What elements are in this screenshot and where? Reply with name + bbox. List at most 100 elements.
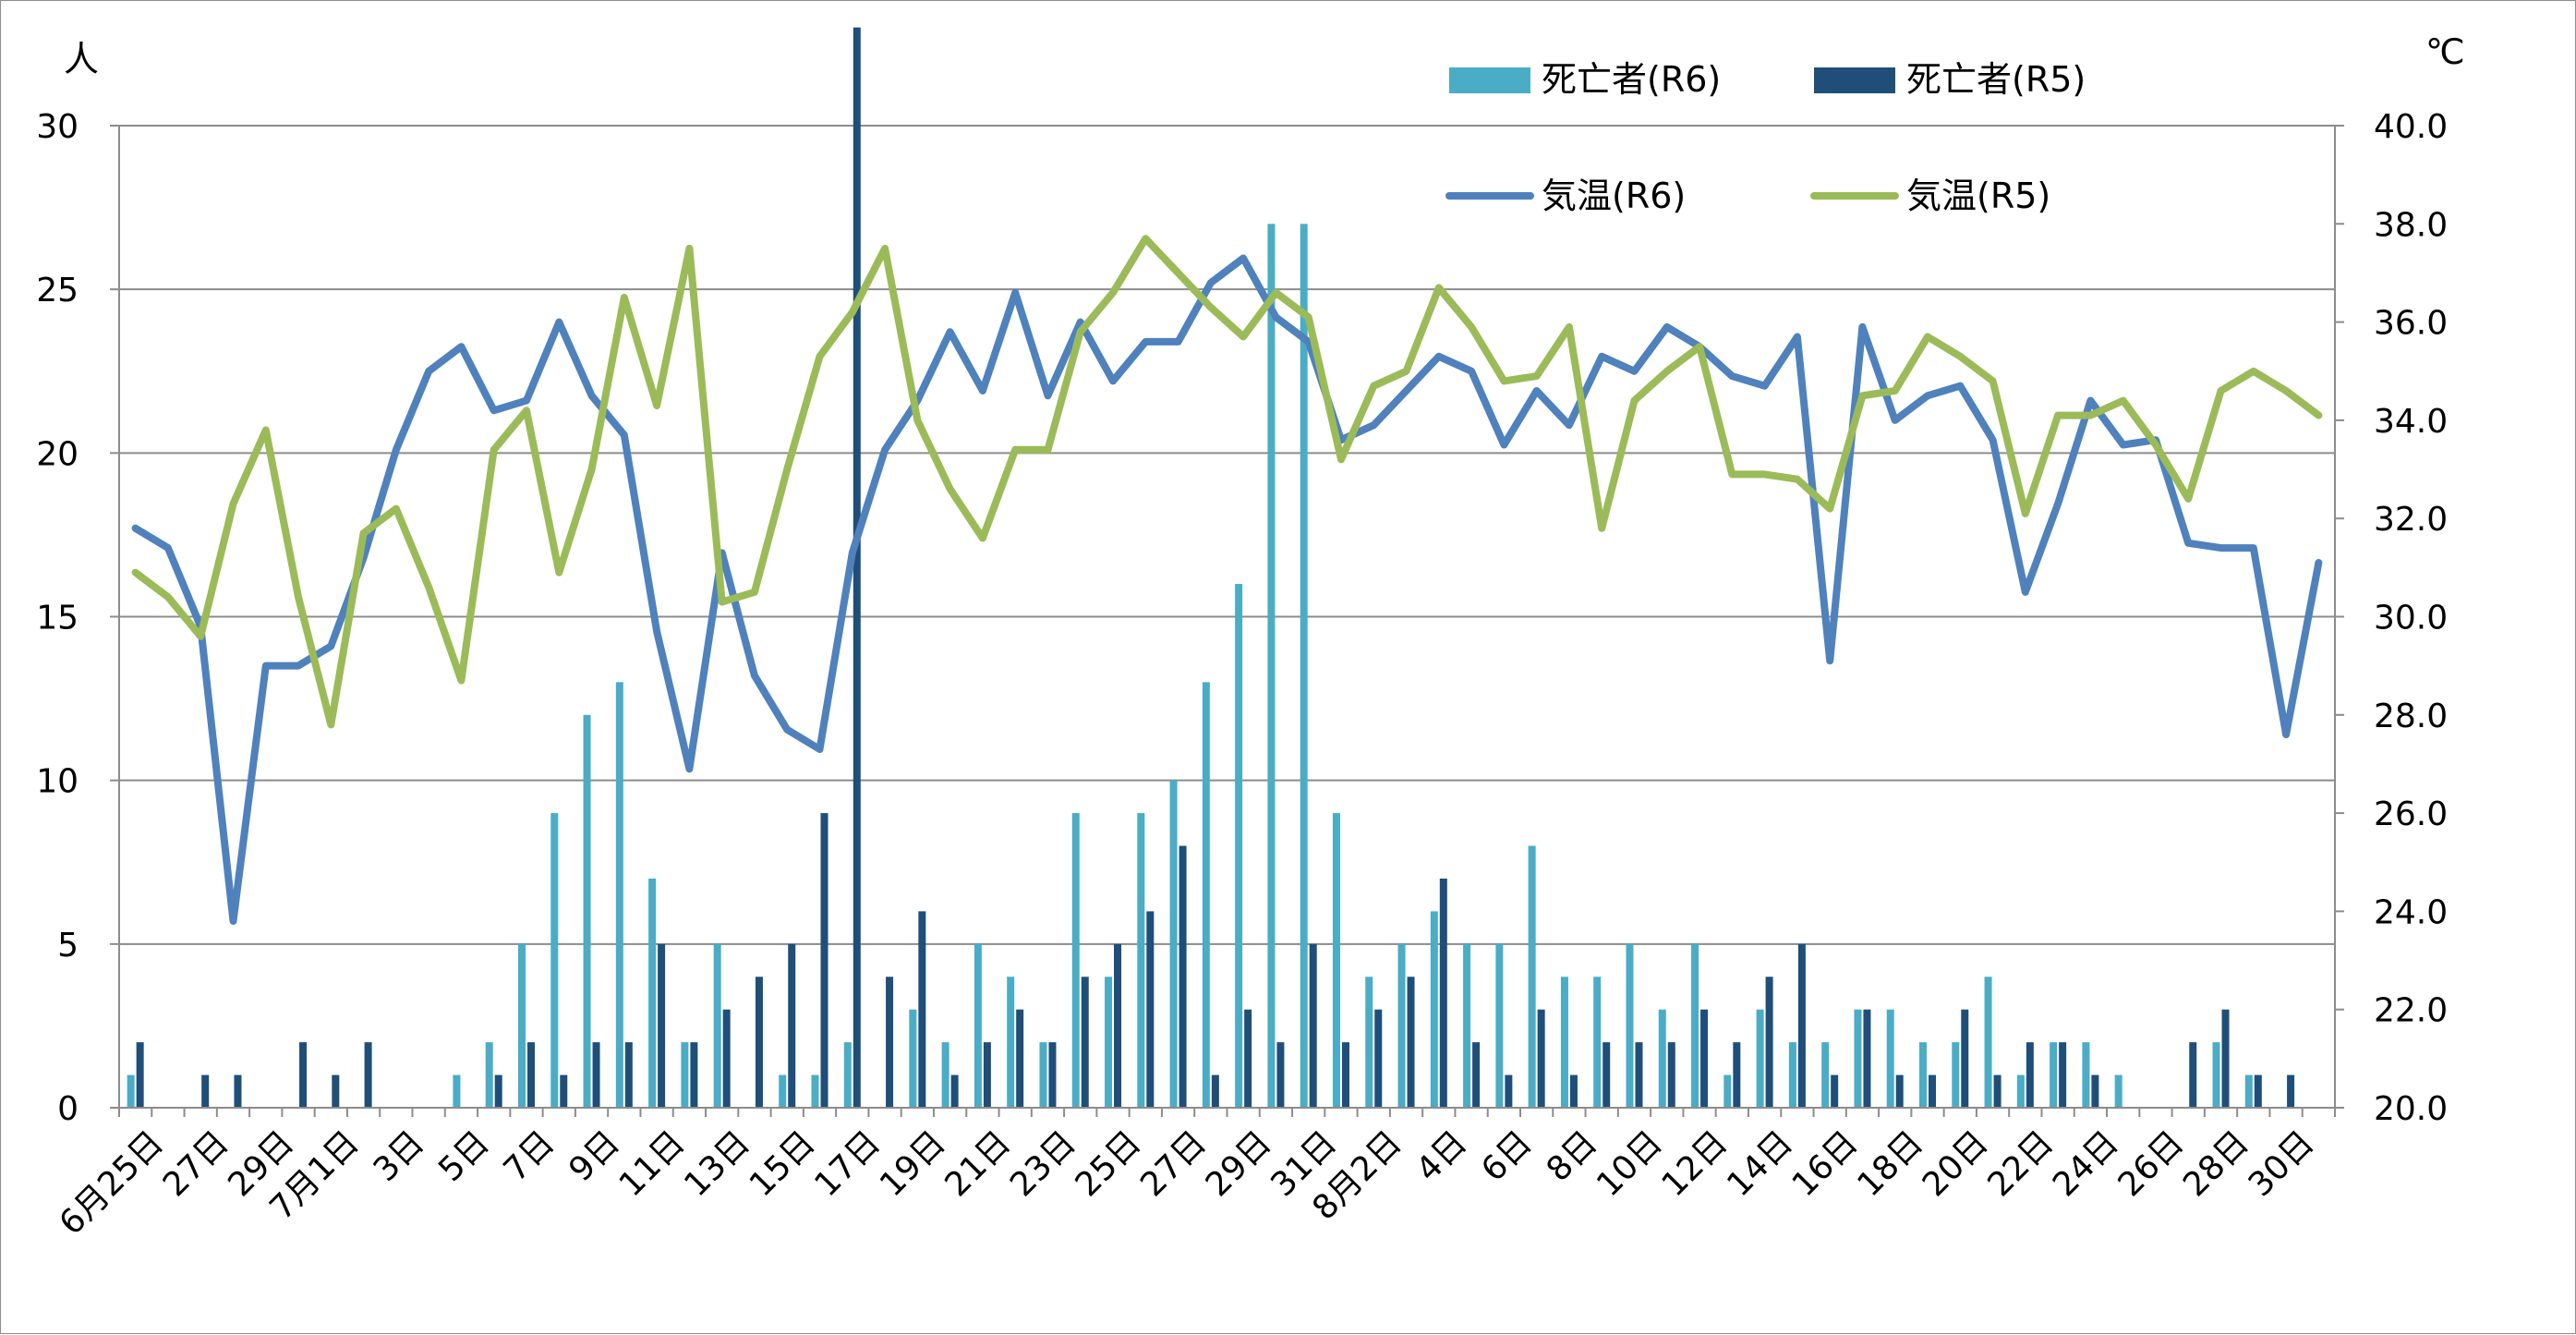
- bar-deaths-r6: [1984, 977, 1992, 1108]
- bar-deaths-r5: [918, 911, 926, 1108]
- bar-deaths-r6: [1756, 1009, 1764, 1108]
- x-tick-label: 21日: [938, 1123, 1019, 1204]
- x-tick-label: 3日: [367, 1123, 432, 1189]
- left-tick-label: 30: [36, 108, 79, 146]
- bar-layer: [127, 27, 2295, 1109]
- bar-deaths-r6: [1300, 224, 1308, 1109]
- x-tick-label: 30日: [2242, 1123, 2322, 1204]
- bar-deaths-r6: [843, 1042, 852, 1108]
- bar-deaths-r5: [592, 1042, 600, 1108]
- x-tick-label: 13日: [677, 1123, 757, 1204]
- bar-deaths-r5: [1929, 1074, 1937, 1108]
- x-tick-label: 27日: [156, 1123, 236, 1204]
- bar-deaths-r6: [648, 878, 657, 1108]
- legend: 死亡者(R6) 死亡者(R5) 気温(R6) 気温(R5): [1445, 59, 2086, 216]
- x-tick-label: 23日: [1003, 1123, 1083, 1204]
- bar-deaths-r5: [1114, 943, 1122, 1108]
- bar-deaths-r6: [1919, 1042, 1928, 1108]
- bar-deaths-r6: [811, 1074, 819, 1108]
- bar-deaths-r5: [1407, 977, 1415, 1108]
- right-tick-label: 24.0: [2374, 893, 2448, 931]
- bar-deaths-r5: [788, 943, 796, 1108]
- axes: [110, 125, 2344, 1117]
- left-axis-unit: 人: [64, 39, 99, 79]
- x-tick-label: 28日: [2176, 1123, 2256, 1204]
- bar-deaths-r6: [1952, 1042, 1960, 1108]
- left-tick-label: 10: [36, 763, 79, 801]
- line-temp-r5: [131, 235, 2323, 729]
- bar-deaths-r6: [974, 943, 982, 1108]
- bar-deaths-r5: [1081, 977, 1089, 1108]
- bar-deaths-r5: [2026, 1042, 2034, 1108]
- bar-deaths-r6: [1169, 780, 1178, 1108]
- bar-deaths-r5: [364, 1042, 372, 1108]
- x-tick-label: 14日: [1720, 1123, 1800, 1204]
- bar-deaths-r6: [1397, 943, 1406, 1108]
- bar-deaths-r5: [1472, 1042, 1481, 1108]
- bar-deaths-r5: [886, 977, 894, 1108]
- bar-deaths-r5: [1635, 1042, 1643, 1108]
- bar-deaths-r5: [2091, 1074, 2099, 1108]
- bar-deaths-r5: [2287, 1074, 2295, 1108]
- bar-deaths-r5: [1797, 943, 1806, 1108]
- x-tick-label: 16日: [1785, 1123, 1866, 1204]
- bar-deaths-r6: [2050, 1042, 2058, 1108]
- x-tick-label: 22日: [1980, 1123, 2061, 1204]
- legend-swatch-deaths-r5: [1814, 67, 1895, 93]
- bar-deaths-r6: [713, 943, 721, 1108]
- bar-deaths-r6: [1202, 682, 1210, 1108]
- bar-deaths-r6: [2082, 1042, 2090, 1108]
- bar-deaths-r6: [615, 682, 623, 1108]
- bar-deaths-r6: [1528, 845, 1536, 1108]
- bar-deaths-r6: [517, 943, 526, 1108]
- bar-deaths-r6: [1821, 1042, 1830, 1108]
- bar-deaths-r5: [1733, 1042, 1741, 1108]
- bar-deaths-r5: [1309, 943, 1317, 1108]
- x-tick-label: 25日: [1069, 1123, 1149, 1204]
- bar-deaths-r5: [2189, 1042, 2197, 1108]
- right-tick-label: 36.0: [2374, 305, 2448, 343]
- bar-deaths-r5: [1537, 1009, 1545, 1108]
- bar-deaths-r6: [779, 1074, 787, 1108]
- bar-deaths-r5: [526, 1042, 535, 1108]
- bar-deaths-r6: [1007, 977, 1015, 1108]
- left-tick-label: 5: [57, 927, 79, 965]
- right-tick-label: 20.0: [2374, 1090, 2448, 1128]
- legend-label-deaths-r5: 死亡者(R5): [1906, 59, 2086, 100]
- bar-deaths-r5: [1569, 1074, 1578, 1108]
- bar-deaths-r6: [681, 1042, 689, 1108]
- bar-deaths-r5: [1863, 1009, 1871, 1108]
- left-tick-label: 0: [57, 1090, 79, 1128]
- x-tick-label: 5日: [431, 1123, 497, 1189]
- bar-deaths-r6: [1854, 1009, 1862, 1108]
- x-tick-label: 6日: [1474, 1123, 1540, 1189]
- bar-deaths-r5: [658, 943, 666, 1108]
- right-tick-label: 40.0: [2374, 108, 2448, 146]
- x-tick-label: 29日: [1199, 1123, 1279, 1204]
- bar-deaths-r6: [1626, 943, 1634, 1108]
- bar-deaths-r5: [2221, 1009, 2230, 1108]
- bar-deaths-r5: [950, 1074, 959, 1108]
- bar-deaths-r5: [1667, 1042, 1675, 1108]
- line-temp-r6: [131, 254, 2323, 925]
- legend-label-deaths-r6: 死亡者(R6): [1542, 59, 1721, 100]
- bar-deaths-r6: [909, 1009, 917, 1108]
- bar-deaths-r5: [1439, 878, 1447, 1108]
- bar-deaths-r5: [624, 1042, 633, 1108]
- bar-deaths-r6: [1105, 977, 1113, 1108]
- bar-deaths-r5: [1831, 1074, 1839, 1108]
- bar-deaths-r5: [1016, 1009, 1024, 1108]
- x-tick-label: 26日: [2111, 1123, 2192, 1204]
- bar-deaths-r6: [2244, 1074, 2253, 1108]
- bar-deaths-r5: [1895, 1074, 1904, 1108]
- bar-deaths-r6: [1430, 911, 1438, 1108]
- gridlines: [119, 125, 2335, 945]
- right-tick-label: 32.0: [2374, 501, 2448, 539]
- bar-deaths-r6: [1691, 943, 1699, 1108]
- right-tick-label: 30.0: [2374, 600, 2448, 637]
- bar-deaths-r6: [1039, 1042, 1047, 1108]
- bar-deaths-r5: [853, 27, 861, 1109]
- bar-deaths-r6: [2016, 1074, 2025, 1108]
- legend-label-temp-r5: 気温(R5): [1906, 176, 2050, 216]
- bar-deaths-r6: [1137, 813, 1145, 1108]
